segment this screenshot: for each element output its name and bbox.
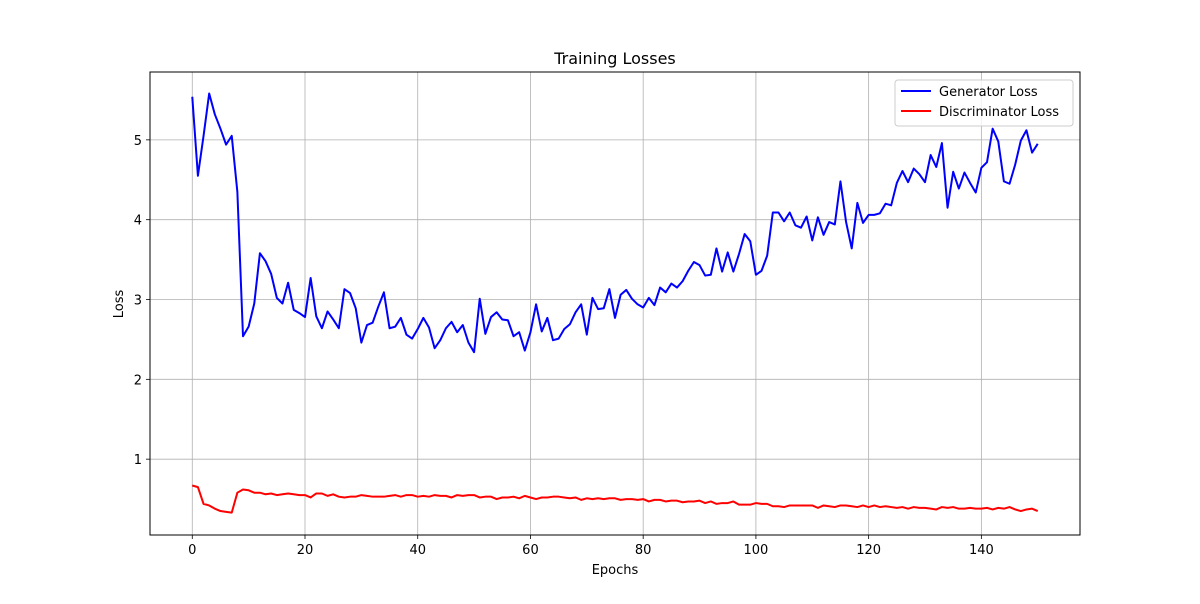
- x-tick-label: 20: [297, 543, 314, 558]
- x-tick-label: 140: [969, 543, 994, 558]
- x-tick-label: 80: [635, 543, 652, 558]
- chart-title: Training Losses: [553, 49, 676, 68]
- x-tick-label: 0: [188, 543, 196, 558]
- y-tick-label: 5: [134, 134, 142, 149]
- y-tick-label: 2: [134, 373, 142, 388]
- plot-area: [191, 92, 1039, 514]
- y-tick-label: 3: [134, 294, 142, 309]
- x-tick-label: 120: [856, 543, 881, 558]
- axes-frame: [149, 71, 1081, 536]
- x-axis: 0 20 40 60 80 100 120 140: [188, 535, 994, 558]
- x-tick-label: 100: [743, 543, 768, 558]
- y-tick-label: 1: [134, 453, 142, 468]
- legend: Generator Loss Discriminator Loss: [894, 79, 1074, 127]
- discriminator-loss-line: [191, 484, 1039, 514]
- gridlines: [150, 72, 1080, 535]
- generator-loss-line: [191, 92, 1039, 354]
- x-axis-label: Epochs: [592, 563, 639, 578]
- x-tick-label: 60: [522, 543, 539, 558]
- y-axis: 1 2 3 4 5: [134, 134, 150, 468]
- legend-box: [894, 79, 1074, 127]
- legend-label-generator: Generator Loss: [939, 85, 1038, 100]
- legend-label-discriminator: Discriminator Loss: [939, 105, 1059, 120]
- y-axis-label: Loss: [112, 290, 127, 319]
- y-tick-label: 4: [134, 214, 142, 229]
- x-tick-label: 40: [409, 543, 426, 558]
